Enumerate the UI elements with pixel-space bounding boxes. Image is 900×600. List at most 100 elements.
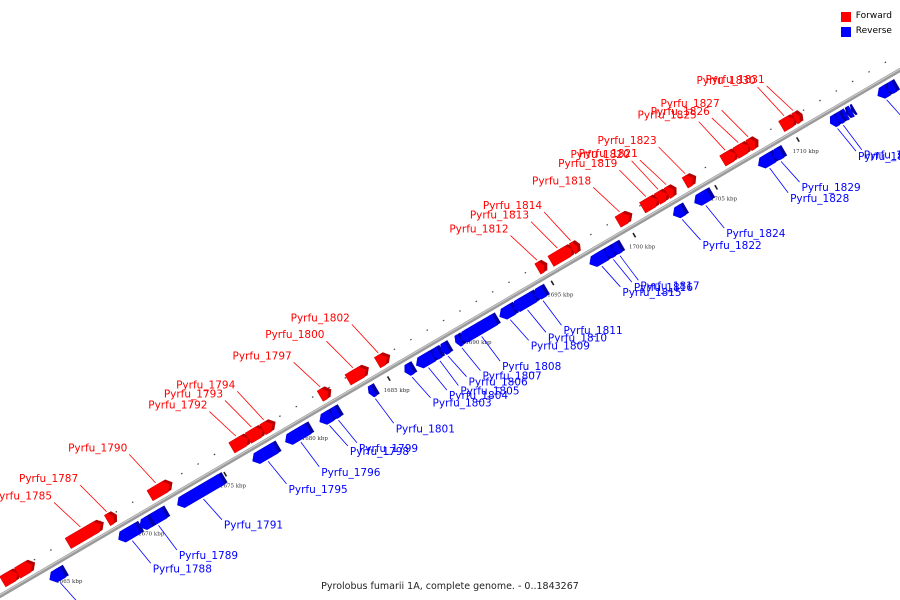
gene-label[interactable]: Pyrfu_1797 bbox=[233, 350, 292, 362]
reverse-gene-arrow[interactable] bbox=[416, 350, 437, 369]
forward-gene-arrow[interactable] bbox=[103, 512, 115, 527]
reverse-gene-arrow[interactable] bbox=[499, 303, 517, 320]
forward-gene-arrow[interactable] bbox=[547, 245, 573, 267]
gene-label[interactable]: Pyrfu_1787 bbox=[19, 473, 78, 485]
forward-gene-arrow[interactable] bbox=[0, 570, 18, 588]
reverse-gene-arrow[interactable] bbox=[404, 362, 415, 376]
gene-label[interactable]: Pyrfu_1831 bbox=[705, 74, 764, 86]
reverse-gene-arrow[interactable] bbox=[330, 405, 342, 419]
gene-label[interactable]: Pyrfu_1820 bbox=[570, 149, 629, 161]
reverse-gene-arrow[interactable] bbox=[672, 204, 687, 219]
forward-gene-arrow[interactable] bbox=[228, 435, 249, 454]
gene-label[interactable]: Pyrfu_1832 bbox=[858, 151, 900, 163]
gene-label[interactable]: Pyrfu_1793 bbox=[164, 388, 223, 400]
gene-label[interactable]: Pyrfu_1791 bbox=[224, 520, 283, 532]
gene-label[interactable]: Pyrfu_1799 bbox=[359, 443, 418, 455]
gene-label[interactable]: Pyrfu_1789 bbox=[179, 550, 238, 562]
reverse-gene-arrow[interactable] bbox=[367, 384, 378, 398]
forward-gene-arrow[interactable] bbox=[745, 138, 756, 152]
reverse-gene-arrow[interactable] bbox=[605, 245, 617, 259]
gene-label[interactable]: Pyrfu_1800 bbox=[265, 329, 324, 341]
gene-label[interactable]: Pyrfu_1802 bbox=[291, 312, 350, 324]
forward-gene-arrow[interactable] bbox=[614, 212, 630, 228]
gene-label[interactable]: Pyrfu_1818 bbox=[532, 175, 591, 187]
forward-gene-arrow[interactable] bbox=[719, 150, 736, 167]
gene-label[interactable]: Pyrfu_1809 bbox=[531, 340, 590, 352]
gene-label[interactable]: Pyrfu_1801 bbox=[396, 423, 455, 435]
reverse-gene-arrow[interactable] bbox=[589, 248, 610, 267]
forward-gene-arrow[interactable] bbox=[681, 174, 694, 189]
forward-gene-arrow[interactable] bbox=[13, 561, 33, 579]
reverse-gene-arrow[interactable] bbox=[758, 151, 777, 169]
reverse-gene-arrow[interactable] bbox=[319, 409, 335, 425]
gene-label[interactable]: Pyrfu_1822 bbox=[703, 240, 762, 252]
gene-label[interactable]: Pyrfu_1824 bbox=[726, 228, 786, 240]
forward-gene-arrow[interactable] bbox=[778, 115, 795, 133]
forward-gene-arrow[interactable] bbox=[64, 521, 102, 549]
gene-label[interactable]: Pyrfu_1796 bbox=[321, 467, 381, 479]
gene-label[interactable]: Pyrfu_1828 bbox=[790, 193, 849, 205]
reverse-gene-arrow[interactable] bbox=[460, 314, 499, 343]
gene-label[interactable]: Pyrfu_1826 bbox=[651, 106, 711, 118]
reverse-gene-arrow[interactable] bbox=[454, 334, 464, 347]
gene-label[interactable]: Pyrfu_1806 bbox=[469, 377, 529, 389]
reverse-gene-arrow[interactable] bbox=[846, 105, 855, 118]
gene-label[interactable]: Pyrfu_1827 bbox=[660, 98, 719, 110]
forward-gene-arrow[interactable] bbox=[732, 142, 750, 159]
forward-gene-arrow[interactable] bbox=[344, 366, 367, 386]
gene-label[interactable]: Pyrfu_1803 bbox=[433, 398, 492, 410]
reverse-gene-arrow[interactable] bbox=[440, 341, 451, 355]
reverse-gene-arrow[interactable] bbox=[835, 111, 846, 124]
gene-label[interactable]: Pyrfu_1830 bbox=[696, 75, 755, 87]
gene-label[interactable]: Pyrfu_1785 bbox=[0, 490, 52, 502]
forward-gene-arrow[interactable] bbox=[534, 261, 545, 275]
forward-gene-arrow[interactable] bbox=[146, 481, 170, 502]
gene-label[interactable]: Pyrfu_1811 bbox=[563, 325, 622, 337]
gene-label[interactable]: Pyrfu_1825 bbox=[638, 110, 697, 122]
reverse-gene-arrow[interactable] bbox=[285, 423, 312, 445]
forward-gene-arrow[interactable] bbox=[316, 388, 329, 402]
gene-label[interactable]: Pyrfu_1792 bbox=[148, 400, 207, 412]
gene-label[interactable]: Pyrfu_1833 bbox=[864, 150, 900, 162]
reverse-gene-arrow[interactable] bbox=[841, 108, 851, 121]
reverse-gene-arrow[interactable] bbox=[139, 515, 153, 530]
reverse-gene-arrow[interactable] bbox=[432, 346, 443, 360]
reverse-gene-arrow[interactable] bbox=[772, 146, 785, 161]
gene-label[interactable]: Pyrfu_1814 bbox=[483, 200, 543, 212]
reverse-gene-arrow[interactable] bbox=[877, 84, 891, 99]
gene-label[interactable]: Pyrfu_1815 bbox=[622, 287, 681, 299]
gene-label[interactable]: Pyrfu_1805 bbox=[460, 385, 519, 397]
reverse-gene-arrow[interactable] bbox=[177, 473, 225, 508]
gene-label[interactable]: Pyrfu_1804 bbox=[449, 390, 509, 402]
gene-label[interactable]: Pyrfu_1810 bbox=[548, 332, 607, 344]
reverse-gene-arrow[interactable] bbox=[49, 566, 67, 583]
gene-label[interactable]: Pyrfu_1788 bbox=[153, 563, 212, 575]
forward-gene-arrow[interactable] bbox=[568, 241, 579, 255]
reverse-gene-arrow[interactable] bbox=[829, 114, 841, 128]
forward-gene-arrow[interactable] bbox=[663, 185, 674, 199]
gene-label[interactable]: Pyrfu_1817 bbox=[640, 280, 699, 292]
reverse-gene-arrow[interactable] bbox=[533, 285, 548, 300]
gene-label[interactable]: Pyrfu_1813 bbox=[470, 210, 529, 222]
forward-gene-arrow[interactable] bbox=[259, 421, 273, 436]
gene-label[interactable]: Pyrfu_1821 bbox=[579, 148, 638, 160]
reverse-gene-arrow[interactable] bbox=[612, 241, 623, 255]
reverse-gene-arrow[interactable] bbox=[694, 188, 713, 206]
reverse-gene-arrow[interactable] bbox=[512, 291, 538, 312]
forward-gene-arrow[interactable] bbox=[244, 426, 264, 444]
reverse-gene-arrow[interactable] bbox=[252, 442, 279, 464]
gene-label[interactable]: Pyrfu_1823 bbox=[597, 135, 656, 147]
gene-label[interactable]: Pyrfu_1795 bbox=[289, 484, 348, 496]
gene-label[interactable]: Pyrfu_1808 bbox=[502, 361, 561, 373]
gene-label[interactable]: Pyrfu_1812 bbox=[449, 224, 508, 236]
gene-label[interactable]: Pyrfu_1798 bbox=[350, 446, 409, 458]
gene-label[interactable]: Pyrfu_1790 bbox=[68, 442, 127, 454]
reverse-gene-arrow[interactable] bbox=[887, 80, 898, 94]
forward-gene-arrow[interactable] bbox=[373, 354, 388, 369]
reverse-gene-arrow[interactable] bbox=[118, 522, 142, 543]
gene-label[interactable]: Pyrfu_1819 bbox=[558, 158, 617, 170]
gene-label[interactable]: Pyrfu_1794 bbox=[176, 379, 236, 391]
forward-gene-arrow[interactable] bbox=[791, 111, 801, 125]
gene-label[interactable]: Pyrfu_1816 bbox=[634, 282, 694, 294]
gene-label[interactable]: Pyrfu_1829 bbox=[802, 182, 861, 194]
